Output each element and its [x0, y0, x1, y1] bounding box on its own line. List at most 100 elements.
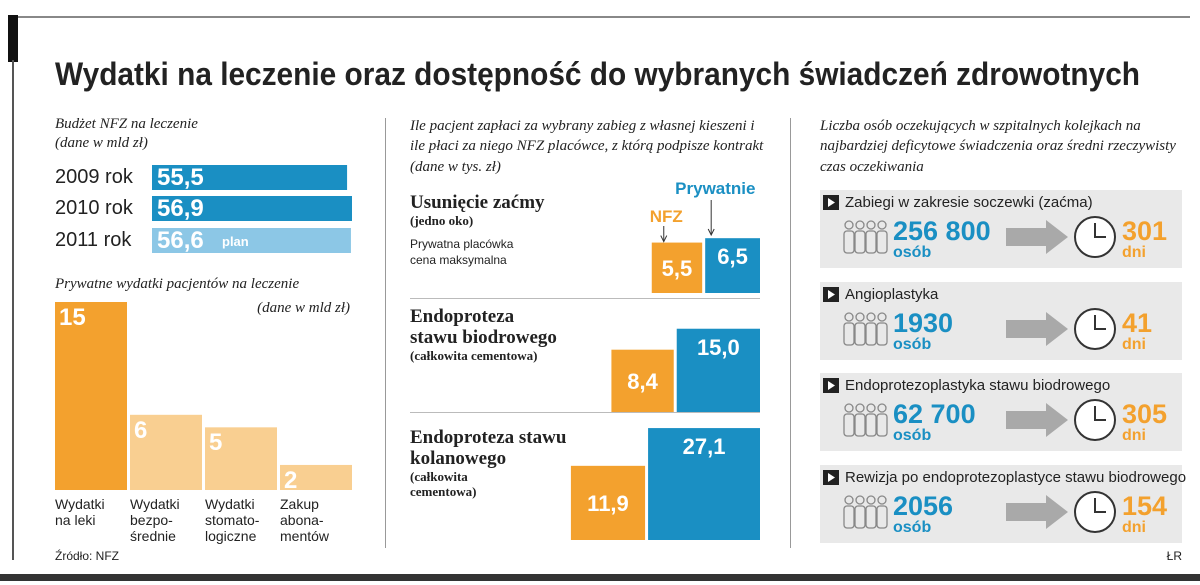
people-icon [876, 322, 888, 346]
x-tick-label: Wydatki bezpo- średnie [130, 496, 180, 545]
category-label: 2010 rok [55, 197, 133, 219]
value-label: 27,1 [682, 434, 726, 460]
category-label: Endoproteza stawu biodrowego [410, 306, 557, 348]
people-unit: osób [893, 427, 932, 444]
category-label: Endoproteza stawu kolanowego [410, 427, 567, 469]
people-icon [865, 230, 877, 254]
category-label: 2011 rok [55, 229, 132, 251]
days-value: 154 [1122, 491, 1168, 521]
clock-hands [1094, 498, 1106, 513]
days-unit: dni [1122, 244, 1146, 261]
people-icon [876, 505, 888, 529]
days-value: 305 [1122, 399, 1168, 429]
people-icon [854, 322, 866, 346]
people-icon [876, 413, 888, 437]
people-icon [865, 505, 877, 529]
legend-label: NFZ [649, 207, 683, 226]
bar [152, 165, 348, 190]
source: Źródło: NFZ [55, 549, 120, 563]
people-icon [843, 322, 855, 346]
people-icon [855, 403, 865, 413]
bar [130, 414, 202, 490]
category-note: (całkowita cementowa) [410, 348, 538, 363]
value-label: 56,6 [157, 227, 204, 254]
value-label: 2 [284, 466, 298, 494]
people-value: 256 800 [893, 216, 991, 246]
people-unit: osób [893, 336, 932, 353]
chart-title: Prywatne wydatki pacjentów na leczenie [55, 276, 300, 292]
chart-title: Liczba osób oczekujących w szpitalnych k… [820, 118, 1176, 175]
bar [570, 465, 646, 540]
author: ŁR [1166, 549, 1182, 563]
bar [651, 242, 703, 293]
people-icon [855, 495, 865, 505]
people-icon [843, 230, 855, 254]
value-label: 15,0 [696, 334, 740, 360]
value-label: 8,4 [627, 368, 658, 394]
people-icon [844, 495, 854, 505]
bar [611, 349, 674, 412]
item-name: Endoprotezoplastyka stawu biodrowego [845, 377, 1111, 394]
bar [705, 238, 760, 293]
separator [790, 118, 791, 548]
x-tick-label: Zakup abona- mentów [280, 496, 330, 545]
arrow [1006, 495, 1068, 529]
days-unit: dni [1122, 336, 1146, 353]
chart-subtitle: (dane w mld zł) [257, 300, 350, 316]
annotation: Prywatna placówka cena maksymalna [410, 237, 514, 267]
annotation: plan [222, 234, 249, 249]
people-icon [877, 495, 887, 505]
people-unit: osób [893, 519, 932, 536]
people-unit: osób [893, 244, 932, 261]
top-border [18, 16, 1190, 18]
people-icon [844, 403, 854, 413]
value-label: 5 [209, 429, 223, 457]
people-icon [854, 413, 866, 437]
people-icon [843, 413, 855, 437]
value-label: 5,5 [661, 255, 693, 281]
people-value: 1930 [893, 308, 954, 338]
bar [676, 328, 760, 412]
category-note: (całkowita cementowa) [410, 469, 477, 499]
people-icon [865, 322, 877, 346]
arrow [1006, 403, 1068, 437]
left-border [12, 60, 14, 560]
people-icon [854, 505, 866, 529]
days-unit: dni [1122, 519, 1146, 536]
people-icon [866, 312, 876, 322]
x-tick-label: Wydatki na leki [55, 496, 105, 529]
bar [648, 428, 760, 540]
legend-label: Prywatnie [675, 179, 756, 198]
legend-arrow [707, 228, 715, 237]
item-name: Angioplastyka [845, 286, 939, 303]
people-icon [843, 505, 855, 529]
bar [205, 427, 277, 490]
chart-title: Budżet NFZ na leczenie [55, 116, 198, 132]
separator [410, 298, 760, 299]
clock-hands [1094, 406, 1106, 421]
separator [385, 118, 386, 548]
clock-hands [1094, 223, 1106, 238]
category-note: (jedno oko) [410, 213, 474, 228]
arrow [1006, 312, 1068, 346]
people-icon [877, 220, 887, 230]
item-name: Rewizja po endoprotezoplastyce stawu bio… [845, 469, 1187, 486]
title: Wydatki na leczenie oraz dostępność do w… [55, 56, 1140, 92]
bar [280, 464, 352, 490]
people-icon [844, 220, 854, 230]
item-name: Zabiegi w zakresie soczewki (zaćma) [845, 194, 1093, 211]
people-icon [866, 403, 876, 413]
category-label: Usunięcie zaćmy [410, 192, 545, 213]
chart-title: Ile pacjent zapłaci za wybrany zabieg z … [410, 118, 764, 175]
people-icon [854, 230, 866, 254]
people-icon [844, 312, 854, 322]
clock-hands [1094, 315, 1106, 330]
days-value: 41 [1122, 308, 1153, 338]
value-label: 15 [59, 304, 86, 331]
people-icon [877, 312, 887, 322]
category-label: 2009 rok [55, 166, 133, 188]
people-icon [866, 495, 876, 505]
bar [55, 302, 127, 490]
